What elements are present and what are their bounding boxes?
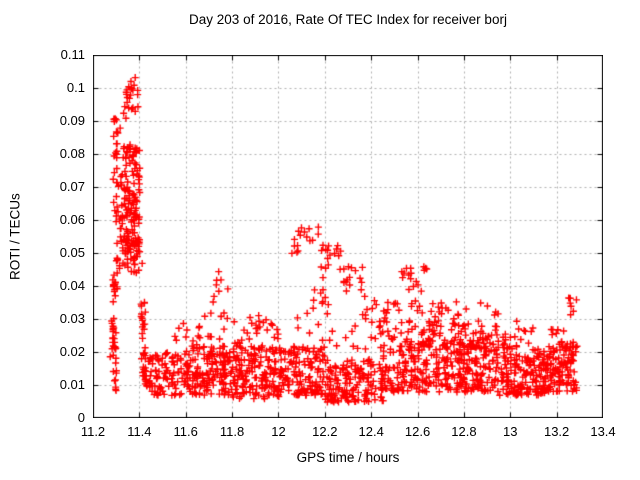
y-tick-label: 0.01 <box>59 377 85 392</box>
x-tick-label: 12 <box>271 424 286 439</box>
y-tick-label: 0 <box>77 410 85 425</box>
x-tick-label: 12.6 <box>404 424 431 439</box>
x-tick-label: 11.2 <box>80 424 106 439</box>
x-tick-label: 11.6 <box>173 424 198 439</box>
y-tick-label: 0.1 <box>66 80 85 95</box>
x-tick-label: 13.4 <box>590 424 616 439</box>
y-axis-title: ROTI / TECUs <box>7 193 23 280</box>
x-tick-label: 13 <box>503 424 518 439</box>
y-tick-label: 0.09 <box>59 113 85 128</box>
x-tick-label: 11.4 <box>127 424 152 439</box>
x-axis-title: GPS time / hours <box>296 450 400 465</box>
x-tick-label: 12.8 <box>451 424 477 439</box>
y-tick-label: 0.05 <box>59 245 85 260</box>
y-tick-label: 0.06 <box>59 212 85 227</box>
y-tick-label: 0.07 <box>59 179 85 194</box>
x-tick-label: 12.4 <box>358 424 384 439</box>
y-tick-label: 0.02 <box>59 344 85 359</box>
plot-area <box>93 55 603 418</box>
y-tick-label: 0.08 <box>59 146 85 161</box>
chart-title: Day 203 of 2016, Rate Of TEC Index for r… <box>189 12 507 27</box>
y-tick-label: 0.04 <box>59 278 85 293</box>
x-tick-label: 12.2 <box>312 424 338 439</box>
y-tick-label: 0.03 <box>59 311 85 326</box>
x-tick-label: 11.8 <box>219 424 245 439</box>
y-tick-label: 0.11 <box>60 47 85 62</box>
x-tick-label: 13.2 <box>543 424 570 439</box>
